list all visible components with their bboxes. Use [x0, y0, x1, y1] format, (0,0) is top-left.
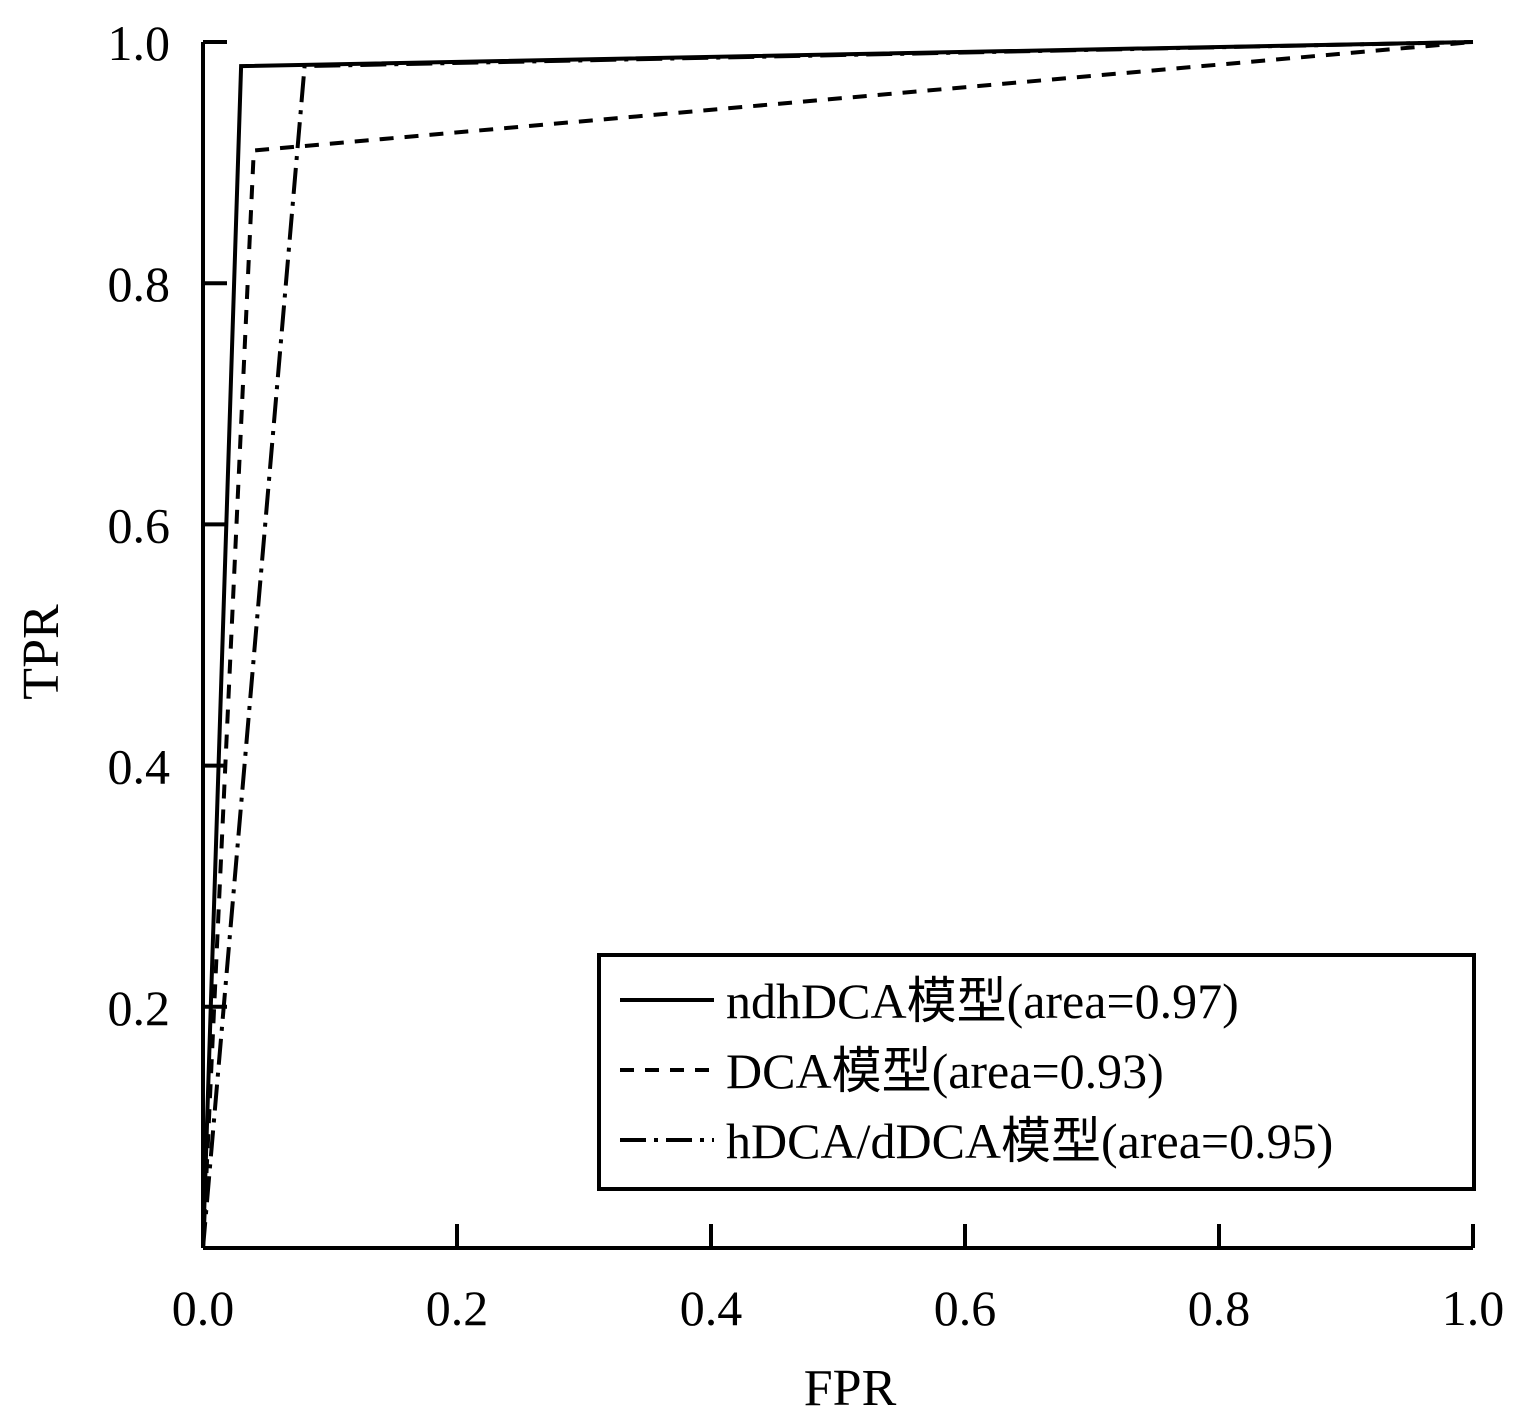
legend: ndhDCA模型(area=0.97) DCA模型(area=0.93) hDC… [597, 953, 1476, 1191]
y-tick-label: 1.0 [108, 15, 171, 71]
x-tick-label: 0.0 [172, 1280, 235, 1336]
legend-label-series-2: DCA模型(area=0.93) [726, 1043, 1164, 1099]
series-lines [201, 40, 1474, 1249]
y-tick-label: 0.4 [108, 739, 171, 795]
x-tick-label: 0.8 [1188, 1280, 1251, 1336]
y-tick-label: 0.8 [108, 256, 171, 312]
x-tick-label: 0.2 [426, 1280, 489, 1336]
y-axis-ticks: 0.2 0.4 0.6 0.8 1.0 [108, 15, 227, 1036]
x-tick-label: 1.0 [1442, 1280, 1505, 1336]
series-line-dashdot [201, 40, 1474, 1249]
x-axis-ticks: 0.0 0.2 0.4 0.6 0.8 1.0 [172, 1224, 1505, 1336]
y-tick-label: 0.6 [108, 497, 171, 553]
x-tick-label: 0.6 [934, 1280, 997, 1336]
y-tick-label: 0.2 [108, 980, 171, 1036]
legend-label-series-1: ndhDCA模型(area=0.97) [726, 973, 1239, 1029]
legend-label-series-3: hDCA/dDCA模型(area=0.95) [726, 1113, 1333, 1169]
y-axis-title: TPR [13, 604, 70, 700]
x-axis-title: FPR [804, 1360, 897, 1417]
legend-box [597, 953, 1476, 1191]
x-tick-label: 0.4 [680, 1280, 743, 1336]
plot-frame [201, 42, 1473, 1250]
